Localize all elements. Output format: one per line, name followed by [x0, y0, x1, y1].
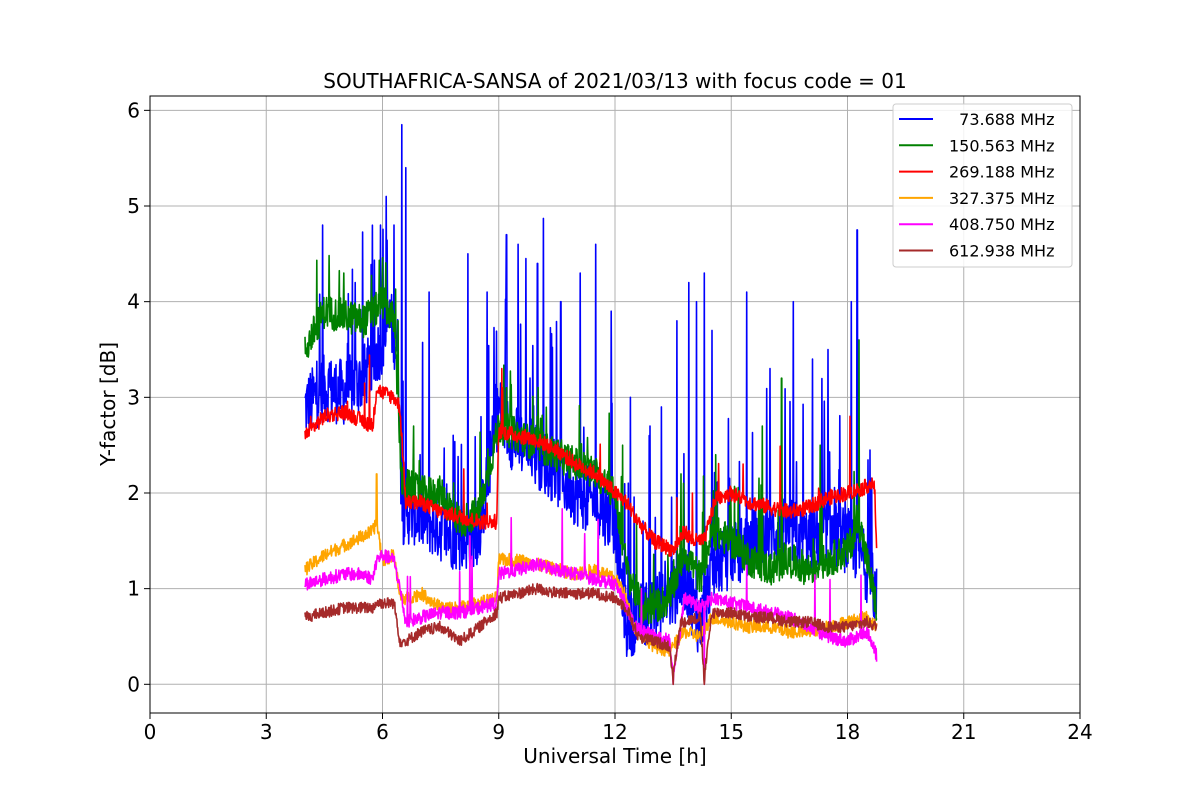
x-tick-label: 18 — [835, 720, 860, 744]
y-tick-label: 0 — [127, 672, 140, 696]
x-tick-label: 15 — [719, 720, 744, 744]
y-tick-label: 3 — [127, 385, 140, 409]
x-tick-label: 3 — [260, 720, 273, 744]
y-tick-label: 4 — [127, 290, 140, 314]
legend-label: 612.938 MHz — [949, 242, 1054, 261]
legend-box — [892, 103, 1073, 268]
series-line — [304, 582, 878, 686]
y-tick-label: 6 — [127, 98, 140, 122]
legend-label: 269.188 MHz — [949, 163, 1054, 182]
legend-label: 150.563 MHz — [949, 136, 1054, 155]
legend: 73.688 MHz 150.563 MHz 269.188 MHz 327.375 … — [892, 103, 1073, 268]
x-tick-label: 21 — [951, 720, 976, 744]
y-tick-label: 5 — [127, 194, 140, 218]
legend-label: 73.688 MHz — [949, 110, 1054, 129]
x-tick-label: 12 — [602, 720, 627, 744]
legend-label: 327.375 MHz — [949, 189, 1054, 208]
plot-series — [304, 123, 878, 686]
y-tick-label: 2 — [127, 481, 140, 505]
x-tick-label: 0 — [144, 720, 157, 744]
chart-title: SOUTHAFRICA-SANSA of 2021/03/13 with foc… — [323, 69, 907, 93]
x-axis-label: Universal Time [h] — [523, 744, 706, 768]
legend-entries: 73.688 MHz 150.563 MHz 269.188 MHz 327.375 … — [899, 110, 1054, 261]
legend-label: 408.750 MHz — [949, 215, 1054, 234]
series-line — [304, 507, 878, 686]
x-tick-label: 24 — [1067, 720, 1092, 744]
y-axis-label: Y-factor [dB] — [96, 342, 120, 467]
x-tick-label: 9 — [492, 720, 505, 744]
series-line — [304, 354, 878, 557]
y-tick-label: 1 — [127, 577, 140, 601]
x-tick-label: 6 — [376, 720, 389, 744]
